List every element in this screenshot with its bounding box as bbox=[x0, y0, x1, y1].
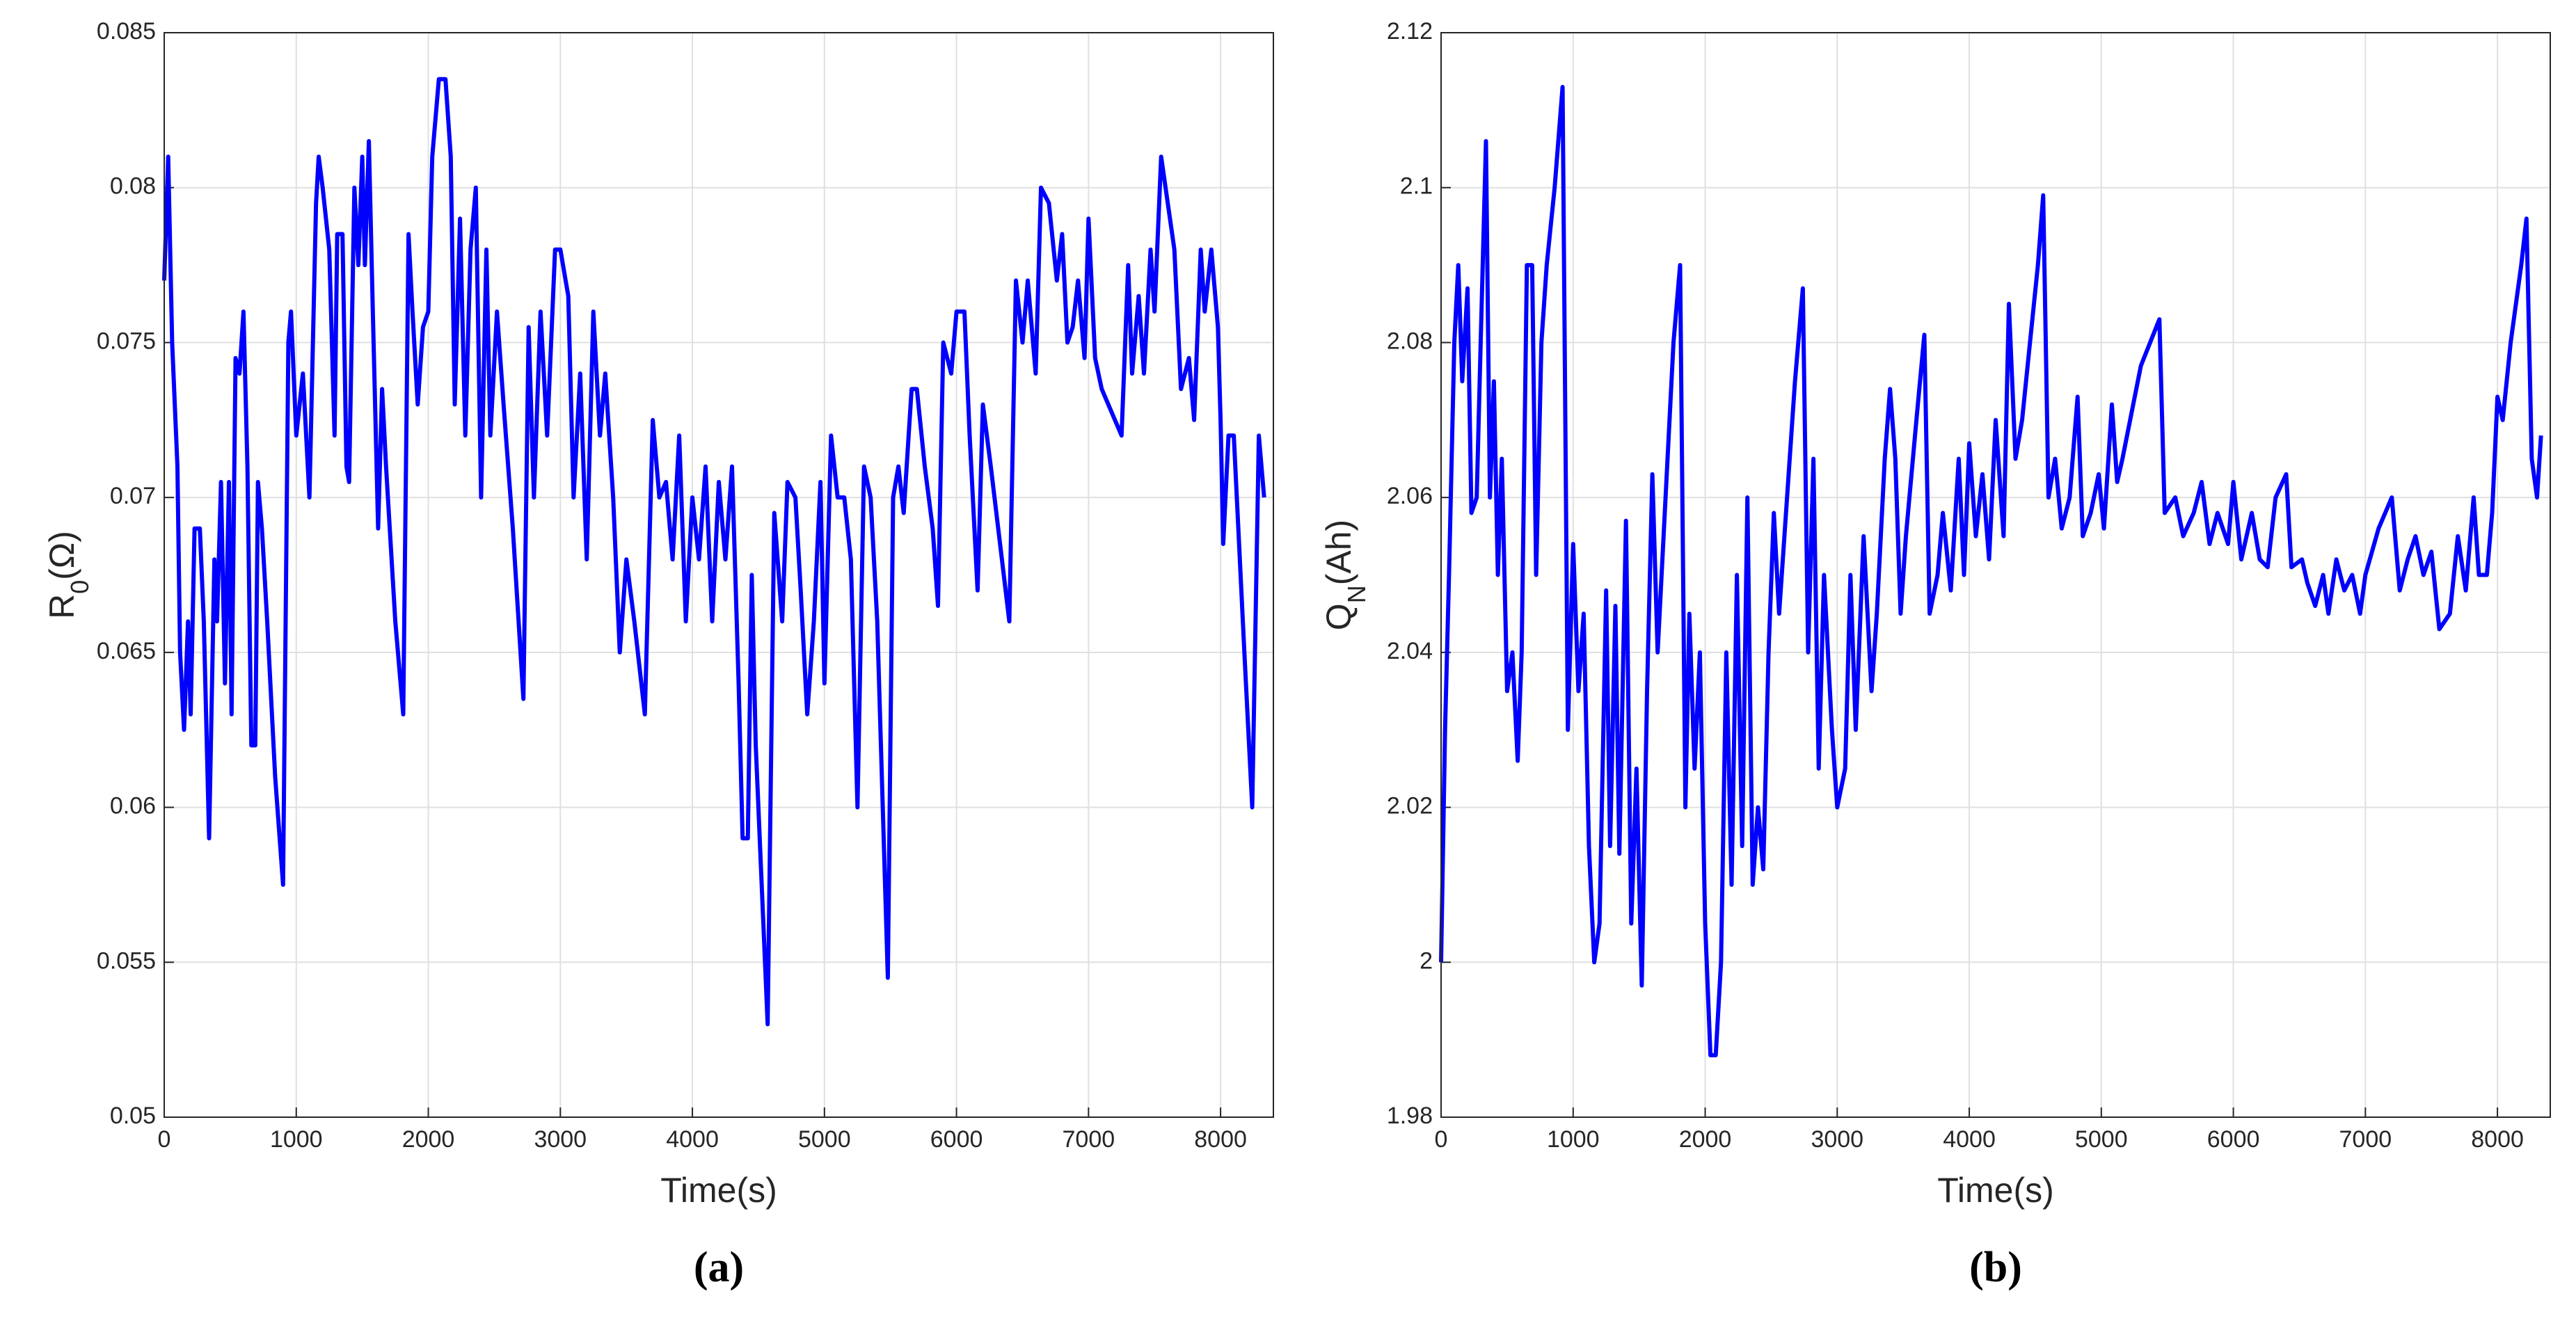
x-tick-label: 3000 bbox=[534, 1126, 587, 1153]
x-tick-label: 4000 bbox=[1943, 1126, 1996, 1153]
panel-caption: (b) bbox=[1969, 1244, 2022, 1291]
x-tick-label: 8000 bbox=[1194, 1126, 1247, 1153]
data-line bbox=[162, 77, 1266, 1027]
x-tick-label: 2000 bbox=[402, 1126, 455, 1153]
y-tick-label: 0.065 bbox=[97, 638, 156, 664]
plot-frame bbox=[164, 32, 1274, 1118]
plot-area bbox=[164, 33, 1273, 1117]
x-tick-label: 5000 bbox=[798, 1126, 851, 1153]
x-tick-label: 3000 bbox=[1811, 1126, 1863, 1153]
y-tick-label: 0.075 bbox=[97, 328, 156, 354]
y-axis-label-part: Q bbox=[1319, 603, 1358, 630]
y-axis-label-part: (Ω) bbox=[42, 531, 81, 580]
x-tick-label: 1000 bbox=[270, 1126, 323, 1153]
x-tick-label: 5000 bbox=[2075, 1126, 2128, 1153]
y-axis-label: QN(Ah) bbox=[1319, 520, 1371, 630]
y-axis-label-part: (Ah) bbox=[1319, 520, 1358, 585]
x-tick-label: 6000 bbox=[930, 1126, 983, 1153]
y-axis-label: R0(Ω) bbox=[42, 531, 94, 619]
y-axis-label-part: N bbox=[1342, 585, 1371, 603]
y-tick-label: 2.08 bbox=[1387, 328, 1433, 354]
y-tick-label: 2.1 bbox=[1400, 173, 1433, 200]
panel-caption: (a) bbox=[694, 1244, 744, 1291]
y-tick-label: 0.055 bbox=[97, 947, 156, 974]
y-tick-label: 2.12 bbox=[1387, 18, 1433, 45]
x-tick-label: 1000 bbox=[1547, 1126, 1600, 1153]
x-tick-label: 0 bbox=[158, 1126, 171, 1153]
plot-area bbox=[1441, 33, 2550, 1117]
y-tick-label: 2.04 bbox=[1387, 638, 1433, 664]
x-tick-label: 4000 bbox=[666, 1126, 719, 1153]
y-tick-label: 2.02 bbox=[1387, 793, 1433, 819]
x-tick-label: 0 bbox=[1435, 1126, 1448, 1153]
data-line bbox=[1439, 85, 2543, 1057]
y-axis-label-part: 0 bbox=[65, 580, 94, 594]
y-tick-label: 0.05 bbox=[110, 1103, 156, 1129]
x-tick-label: 7000 bbox=[1063, 1126, 1115, 1153]
x-axis-label: Time(s) bbox=[1937, 1171, 2054, 1210]
y-tick-label: 2 bbox=[1420, 947, 1433, 974]
x-tick-label: 7000 bbox=[2339, 1126, 2392, 1153]
x-tick-label: 8000 bbox=[2471, 1126, 2524, 1153]
y-tick-label: 0.08 bbox=[110, 173, 156, 200]
plot-frame bbox=[1440, 32, 2551, 1118]
y-tick-label: 0.07 bbox=[110, 483, 156, 509]
y-tick-label: 1.98 bbox=[1387, 1103, 1433, 1129]
y-axis-label-part: R bbox=[42, 594, 81, 619]
x-tick-label: 6000 bbox=[2207, 1126, 2260, 1153]
y-tick-label: 2.06 bbox=[1387, 483, 1433, 509]
x-tick-label: 2000 bbox=[1679, 1126, 1732, 1153]
x-axis-label: Time(s) bbox=[660, 1171, 777, 1210]
y-tick-label: 0.06 bbox=[110, 793, 156, 819]
y-tick-label: 0.085 bbox=[97, 18, 156, 45]
